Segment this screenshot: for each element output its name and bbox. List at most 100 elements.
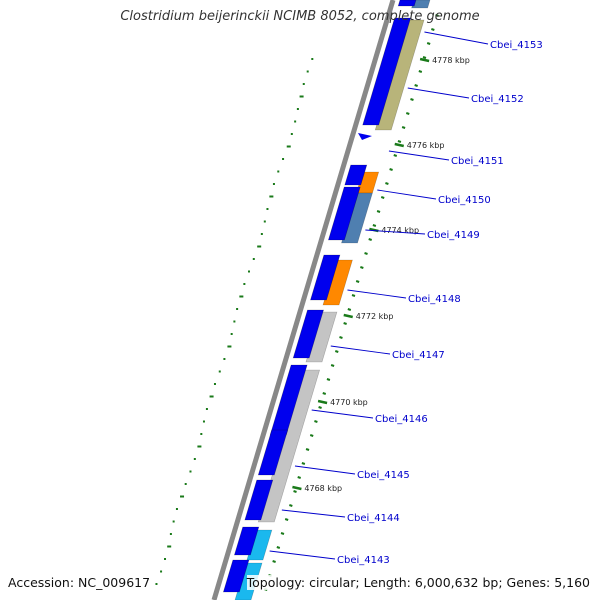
minor-tick (360, 266, 364, 269)
gc-dot (205, 408, 208, 410)
accession-text: Accession: NC_009617 (8, 575, 151, 590)
minor-tick (414, 84, 418, 87)
gc-dot (164, 558, 167, 560)
major-tick (419, 57, 430, 63)
gc-dot (243, 283, 246, 285)
minor-tick (301, 462, 306, 465)
kbp-ticks: 4778 kbp 4776 kbp 4774 kbp 4772 kbp 4770 kbp… (263, 14, 470, 591)
gc-dot (266, 208, 269, 210)
gc-dot (239, 295, 244, 298)
gene-label-leader (330, 345, 391, 355)
minor-tick (343, 322, 347, 325)
gene-label: Cbei_4146 (375, 414, 428, 425)
minor-tick (276, 546, 281, 549)
cds-arrow (234, 526, 260, 556)
tick-label: 4774 kbp (381, 226, 419, 235)
gc-dot (209, 395, 214, 398)
minor-tick (410, 98, 414, 101)
gene-label: Cbei_4149 (427, 230, 480, 241)
gene-label-leader (365, 229, 426, 235)
gc-dot (282, 158, 285, 160)
gene-label: Cbei_4144 (347, 513, 400, 524)
cds-arrow (362, 17, 412, 126)
minor-tick (422, 56, 427, 59)
gc-dot (247, 270, 250, 273)
gc-dot (172, 520, 175, 523)
minor-tick (364, 252, 368, 255)
major-tick (317, 399, 328, 405)
gc-dot (290, 133, 293, 135)
gene-label: Cbei_4153 (490, 40, 543, 51)
minor-tick (405, 112, 410, 115)
cds-arrow (327, 186, 361, 241)
gc-content-track (155, 58, 314, 585)
gc-dot (230, 333, 233, 335)
gene-label-leader (281, 509, 346, 518)
minor-tick (418, 70, 423, 73)
gc-dot (302, 83, 305, 85)
minor-tick (431, 28, 435, 31)
map-title: Clostridium beijerinckii NCIMB 8052, com… (120, 9, 480, 24)
gc-dot (236, 308, 239, 310)
minor-tick (376, 210, 381, 213)
gc-dot (200, 433, 203, 435)
minor-tick (401, 126, 406, 129)
cds-arrow (397, 0, 417, 7)
cds-arrow (257, 429, 289, 476)
gc-dot (299, 95, 304, 98)
gene-label: Cbei_4152 (471, 94, 524, 105)
major-tick (343, 313, 353, 319)
gc-dot (263, 220, 266, 223)
gene-label: Cbei_4147 (392, 350, 445, 361)
gene-label-leader (311, 409, 374, 419)
minor-tick (280, 532, 285, 535)
minor-tick (368, 238, 373, 241)
feature-track-cds (222, 0, 417, 593)
gene-label: Cbei_4151 (451, 156, 504, 167)
gc-dot (294, 120, 297, 123)
gc-dot (213, 383, 216, 385)
major-tick (292, 485, 302, 491)
gene-label-leader (407, 87, 470, 99)
gc-dot (311, 58, 314, 60)
genome-backbone (211, 0, 396, 600)
minor-tick (339, 336, 343, 339)
gc-dot (189, 470, 192, 473)
gene-label: Cbei_4145 (357, 470, 410, 481)
gc-dot (180, 495, 185, 498)
cds-arrow (310, 254, 341, 301)
gene-label-leader (377, 189, 437, 200)
minor-tick (309, 434, 314, 437)
minor-tick (389, 168, 393, 171)
gene-label: Cbei_4150 (438, 195, 491, 206)
minor-tick (322, 392, 327, 395)
minor-tick (426, 42, 431, 45)
cds-arrow (292, 309, 324, 359)
genome-summary: Topology: circular; Length: 6,000,632 bp… (246, 575, 590, 590)
gene-label-leader (388, 150, 450, 161)
gc-dot (257, 245, 262, 248)
gc-dot (167, 545, 172, 548)
gc-dot (252, 258, 255, 260)
minor-tick (284, 518, 289, 521)
minor-tick (326, 378, 331, 381)
gc-dot (155, 583, 158, 585)
minor-tick (347, 308, 352, 311)
feature-track-cogs (234, 0, 431, 600)
tick-label: 4772 kbp (356, 312, 394, 321)
cds-small-marker (358, 133, 372, 140)
gc-dot (160, 570, 163, 573)
gc-dot (296, 108, 299, 110)
gc-dot (175, 508, 178, 510)
minor-tick (272, 560, 276, 563)
tick-label: 4768 kbp (304, 484, 342, 493)
minor-tick (293, 490, 297, 493)
major-tick (394, 142, 405, 148)
gc-dot (197, 445, 202, 448)
gene-label-leader (424, 31, 489, 45)
minor-tick (318, 406, 322, 409)
gc-dot (193, 458, 196, 460)
gc-dot (233, 320, 236, 323)
gc-dot (169, 533, 172, 535)
